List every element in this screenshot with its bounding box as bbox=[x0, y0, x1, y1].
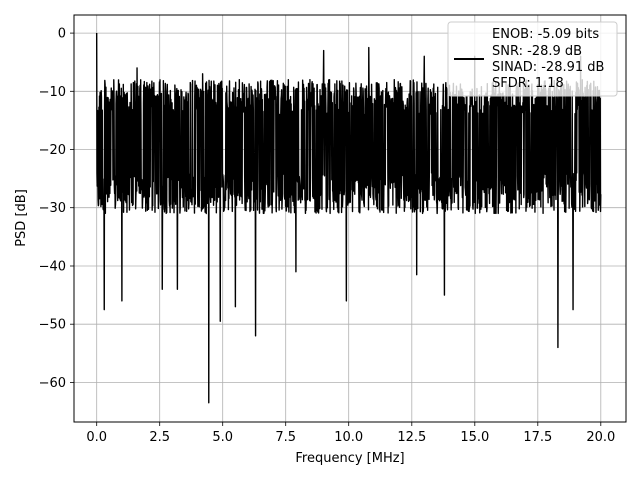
y-tick-label: −30 bbox=[39, 201, 66, 216]
x-tick-label: 5.0 bbox=[212, 430, 233, 445]
legend-entry-snr: SNR: -28.9 dB bbox=[492, 44, 582, 59]
x-tick-label: 12.5 bbox=[397, 430, 426, 445]
y-axis-ticks: 0 −10 −20 −30 −40 −50 −60 bbox=[39, 27, 74, 391]
y-tick-label: −20 bbox=[39, 143, 66, 158]
x-tick-label: 15.0 bbox=[460, 430, 489, 445]
legend: ENOB: -5.09 bits SNR: -28.9 dB SINAD: -2… bbox=[447, 21, 618, 97]
y-tick-label: −40 bbox=[39, 260, 66, 275]
legend-box bbox=[447, 21, 618, 97]
x-tick-label: 10.0 bbox=[334, 430, 363, 445]
legend-entry-sinad: SINAD: -28.91 dB bbox=[492, 60, 604, 75]
x-tick-label: 20.0 bbox=[586, 430, 615, 445]
legend-entry-enob: ENOB: -5.09 bits bbox=[492, 27, 599, 42]
x-tick-label: 17.5 bbox=[523, 430, 552, 445]
x-tick-label: 7.5 bbox=[275, 430, 296, 445]
x-axis-ticks: 0.0 2.5 5.0 7.5 10.0 12.5 15.0 17.5 20.0 bbox=[86, 422, 615, 445]
y-tick-label: −50 bbox=[39, 318, 66, 333]
plot-frame bbox=[73, 14, 627, 423]
x-tick-label: 0.0 bbox=[86, 430, 107, 445]
y-tick-label: −10 bbox=[39, 85, 66, 100]
y-tick-label: −60 bbox=[39, 376, 66, 391]
y-axis-label: PSD [dB] bbox=[14, 189, 29, 247]
legend-entry-sfdr: SFDR: 1.18 bbox=[492, 76, 564, 91]
y-tick-label: 0 bbox=[58, 27, 66, 42]
x-axis-label: Frequency [MHz] bbox=[295, 451, 404, 466]
x-tick-label: 2.5 bbox=[149, 430, 170, 445]
